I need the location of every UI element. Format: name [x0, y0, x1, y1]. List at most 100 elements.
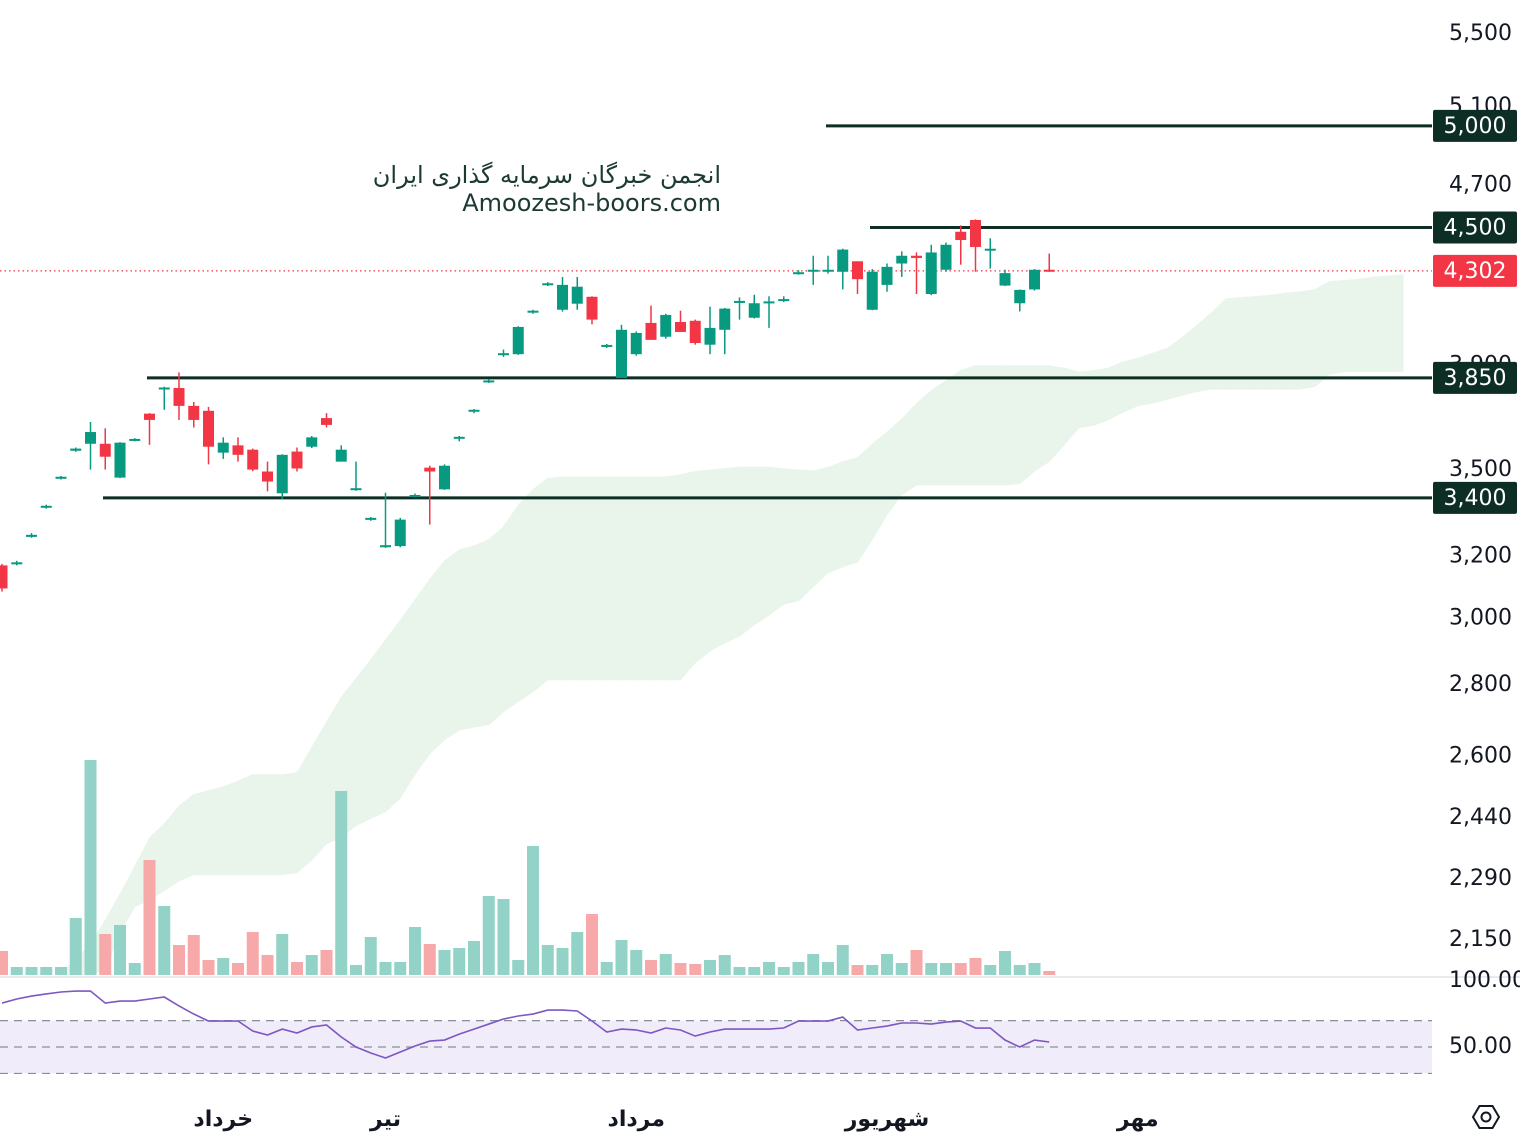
volume-bar: [158, 906, 171, 975]
volume-bar: [689, 964, 702, 975]
volume-bar: [364, 937, 377, 975]
candle-body: [542, 283, 554, 286]
candle-body: [85, 432, 96, 444]
volume-bar: [232, 963, 244, 975]
candle-body: [557, 284, 568, 310]
cloud-segment: [753, 466, 770, 626]
volume-bar: [733, 967, 746, 975]
cloud-segment: [901, 402, 917, 496]
volume-bar: [866, 965, 879, 975]
volume-bar: [910, 950, 923, 975]
volume-bar: [792, 962, 805, 975]
cloud-segment: [163, 805, 180, 892]
volume-bar: [851, 965, 864, 975]
cloud-segment: [1034, 365, 1050, 472]
cloud-segment: [916, 389, 932, 486]
y-tick-label: 2,150: [1449, 927, 1512, 952]
volume-bar: [954, 963, 967, 975]
cloud-segment: [1137, 352, 1153, 407]
cloud-segment: [1019, 365, 1035, 485]
cloud-segment: [532, 477, 549, 693]
candle-body: [291, 451, 303, 469]
candle-body: [1029, 269, 1040, 290]
candle-body: [748, 303, 760, 318]
volume-bar: [881, 954, 893, 975]
volume-bar: [718, 955, 731, 975]
volume-bar: [777, 967, 790, 975]
candle-body: [394, 519, 406, 547]
cloud-segment: [591, 476, 608, 681]
volume-bar: [836, 945, 849, 975]
volume-bar: [99, 934, 112, 975]
candle-body: [144, 413, 155, 420]
volume-bar: [571, 932, 584, 975]
volume-bar: [246, 932, 259, 975]
volume-bar: [291, 962, 303, 975]
y-tick-label: 3,500: [1449, 457, 1512, 482]
cloud-segment: [178, 793, 195, 882]
cloud-segment: [650, 476, 667, 681]
cloud-segment: [252, 774, 268, 876]
volume-bar: [335, 791, 348, 975]
volume-bar: [482, 896, 495, 975]
cloud-segment: [1196, 311, 1212, 393]
cloud-segment: [680, 470, 696, 681]
volume: [0, 760, 1056, 975]
volume-bar: [217, 958, 230, 975]
candle-body: [778, 299, 790, 302]
cloud-segment: [517, 488, 534, 703]
candle-body: [763, 301, 775, 304]
cloud-segment: [945, 369, 962, 486]
candle-body: [601, 344, 613, 347]
candle-body: [498, 353, 509, 356]
candle-body: [881, 266, 893, 285]
volume-bar: [350, 965, 362, 975]
candle-body: [1014, 289, 1026, 304]
hexagon-dot: [1480, 1111, 1492, 1123]
cloud-segment: [1211, 297, 1227, 390]
cloud-segment: [1284, 291, 1301, 390]
candle-body: [129, 438, 141, 441]
candle-body: [365, 517, 377, 520]
settings-icon[interactable]: [1471, 1105, 1501, 1129]
candle-body: [306, 437, 318, 447]
candle-body: [232, 445, 244, 455]
cloud-segment: [709, 468, 726, 652]
cloud-segment: [827, 461, 844, 574]
volume-bar: [379, 962, 392, 975]
candle-body: [55, 476, 67, 479]
cloud-segment: [886, 418, 903, 516]
volume-bar: [320, 950, 333, 975]
volume-bar: [10, 967, 23, 975]
candle-body: [645, 322, 657, 340]
candle-body: [660, 314, 672, 337]
candle-body: [984, 248, 996, 251]
volume-bar: [305, 955, 318, 975]
candle-body: [380, 545, 391, 548]
cloud-segment: [975, 365, 991, 486]
rsi-tick-label: 100.00: [1449, 968, 1520, 993]
candle-body: [866, 271, 878, 310]
x-tick-label: مرداد: [608, 1107, 665, 1132]
candle-body: [262, 471, 273, 482]
y-tick-label: 2,290: [1449, 866, 1512, 891]
y-tick-label: 4,700: [1449, 173, 1512, 198]
candle-body: [586, 296, 598, 320]
volume-bar: [187, 935, 200, 975]
y-tick-label: 2,800: [1449, 672, 1512, 697]
level-label-bg: [1433, 211, 1517, 244]
candle-body: [409, 494, 421, 497]
candle-body: [453, 436, 465, 439]
cloud-segment: [989, 365, 1006, 486]
candle-body: [807, 269, 819, 272]
cloud-segment: [1314, 280, 1330, 388]
candle-body: [483, 380, 495, 383]
candle-body: [0, 565, 8, 589]
candle-body: [114, 442, 126, 478]
cloud-segment: [768, 466, 785, 616]
x-tick-label: تیر: [369, 1107, 401, 1132]
cloud-segment: [1270, 292, 1286, 390]
volume-bar: [468, 941, 480, 975]
candle-body: [896, 255, 908, 264]
